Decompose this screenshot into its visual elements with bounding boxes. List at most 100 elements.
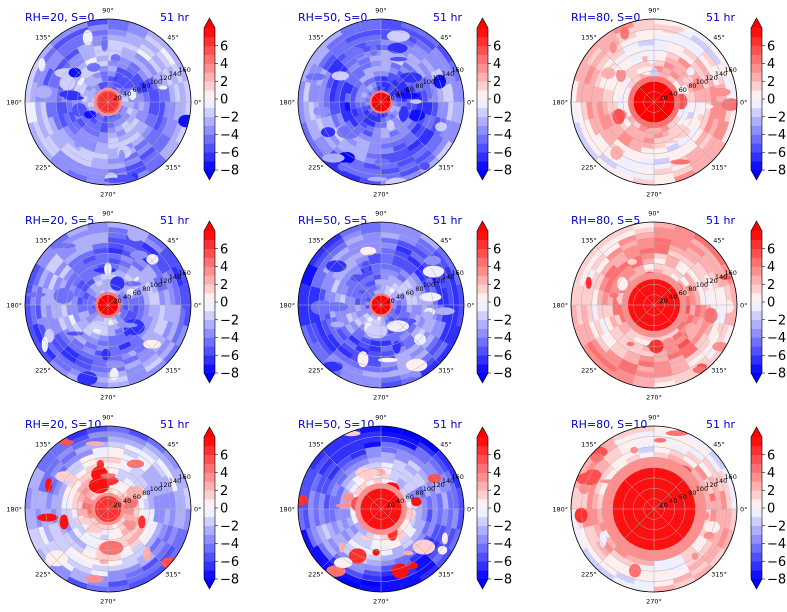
angle-tick-label: 90° bbox=[375, 7, 387, 15]
contour-blob bbox=[612, 108, 625, 125]
contour-blob bbox=[125, 520, 136, 531]
grid-spoke bbox=[322, 508, 382, 568]
radial-tick-label: 120 bbox=[705, 74, 717, 82]
contour-blob bbox=[298, 494, 309, 506]
radial-tick-label: 60 bbox=[679, 493, 687, 501]
colorbar-segment bbox=[477, 239, 488, 250]
radial-tick-label: 160 bbox=[724, 66, 736, 74]
colorbar-tick-label: −2 bbox=[767, 110, 786, 125]
radial-tick-label: 20 bbox=[113, 94, 121, 102]
grid-spoke bbox=[107, 101, 167, 161]
angle-tick-label: 0° bbox=[740, 506, 747, 514]
polar-frame bbox=[24, 425, 192, 593]
contour-blob bbox=[646, 343, 662, 349]
colorbar-segment bbox=[751, 107, 762, 118]
polar-frame bbox=[297, 425, 465, 593]
contour-blob bbox=[36, 317, 57, 326]
colorbar-tick-label: 0 bbox=[220, 296, 228, 311]
angle-tick-label: 0° bbox=[467, 506, 474, 514]
colorbar-segment bbox=[204, 328, 215, 338]
radial-tick-label: 60 bbox=[133, 493, 141, 501]
colorbar-tick-label: −4 bbox=[493, 331, 512, 346]
radial-tick-label: 80 bbox=[688, 82, 696, 90]
colorbar-segment bbox=[477, 125, 488, 135]
radial-tick-label: 140 bbox=[169, 70, 181, 78]
colorbar-tick-label: −4 bbox=[493, 537, 512, 552]
colorbar-segment bbox=[751, 328, 762, 338]
colorbar-tick-label: −2 bbox=[493, 110, 512, 125]
contour-blob bbox=[601, 67, 616, 79]
contour-blob bbox=[399, 72, 423, 83]
grid-spoke bbox=[653, 508, 713, 568]
grid-spoke bbox=[322, 450, 382, 510]
contour-blob bbox=[110, 483, 130, 490]
colorbar-segment bbox=[204, 116, 215, 126]
colorbar-tick-label: −8 bbox=[220, 164, 239, 179]
colorbar-segment bbox=[751, 54, 762, 64]
colorbar-segment bbox=[751, 543, 762, 553]
colorbar-segment bbox=[477, 302, 488, 312]
grid-spoke bbox=[380, 246, 440, 306]
radial-tick-label: 120 bbox=[159, 74, 171, 82]
colorbar-segment bbox=[204, 54, 215, 64]
contour-blob bbox=[629, 563, 641, 578]
colorbar-segment bbox=[477, 99, 488, 109]
colorbar-segment bbox=[477, 116, 488, 126]
contour-blob bbox=[38, 58, 46, 72]
panel-time: 51 hr bbox=[160, 214, 189, 227]
angle-tick-label: 45° bbox=[713, 236, 725, 244]
contour-blob bbox=[647, 50, 657, 64]
polar-frame bbox=[570, 221, 738, 389]
contour-blob bbox=[45, 550, 69, 567]
contour-blob bbox=[305, 73, 326, 81]
colorbar-segment bbox=[751, 248, 762, 258]
colorbar-extend-max bbox=[204, 427, 215, 437]
grid-spoke bbox=[595, 304, 655, 364]
radial-tick-label: 60 bbox=[406, 86, 414, 94]
contour-blob bbox=[374, 158, 391, 168]
contour-blob bbox=[110, 276, 125, 291]
colorbar-segment bbox=[751, 81, 762, 91]
colorbar-segment bbox=[477, 346, 488, 356]
angle-tick-label: 0° bbox=[467, 99, 474, 107]
colorbar-tick-label: 6 bbox=[220, 448, 228, 463]
contour-blob bbox=[617, 276, 628, 291]
grid-spoke bbox=[380, 101, 440, 161]
colorbar-segment bbox=[477, 63, 488, 73]
colorbar-segment bbox=[204, 36, 215, 47]
radial-tick-label: 80 bbox=[688, 285, 696, 293]
radial-tick-label: 20 bbox=[386, 94, 394, 102]
colorbar-segment bbox=[477, 266, 488, 276]
contour-blob bbox=[129, 250, 148, 260]
colorbar-tick-label: 4 bbox=[493, 466, 501, 481]
radial-tick-label: 120 bbox=[705, 481, 717, 489]
contour-blob bbox=[128, 350, 137, 357]
contour-blob bbox=[386, 119, 395, 131]
colorbar-extend-max bbox=[751, 221, 762, 231]
radial-tick-label: 40 bbox=[396, 90, 404, 98]
colorbar-extend-min bbox=[751, 170, 762, 180]
colorbar-segment bbox=[751, 99, 762, 109]
colorbar-tick-label: 2 bbox=[767, 278, 775, 293]
contour-blob bbox=[53, 287, 74, 304]
radial-tick-label: 40 bbox=[123, 293, 131, 301]
grid-spoke bbox=[653, 246, 713, 306]
colorbar-segment bbox=[477, 257, 488, 267]
angle-tick-label: 90° bbox=[375, 210, 387, 218]
colorbar-segment bbox=[477, 437, 488, 447]
colorbar-segment bbox=[204, 472, 215, 482]
colorbar-segment bbox=[751, 437, 762, 447]
contour-blob bbox=[101, 36, 108, 52]
angle-tick-label: 270° bbox=[646, 598, 662, 606]
colorbar-segment bbox=[751, 525, 762, 535]
panel-time: 51 hr bbox=[433, 418, 462, 431]
angle-tick-label: 45° bbox=[713, 33, 725, 41]
contour-blob bbox=[37, 513, 59, 522]
colorbar-segment bbox=[751, 499, 762, 509]
radial-tick-label: 160 bbox=[451, 66, 463, 74]
panel-title: RH=50, S=5 bbox=[298, 214, 367, 227]
contour-field bbox=[571, 19, 737, 185]
contour-blob bbox=[343, 492, 355, 503]
contour-blob bbox=[86, 62, 101, 72]
